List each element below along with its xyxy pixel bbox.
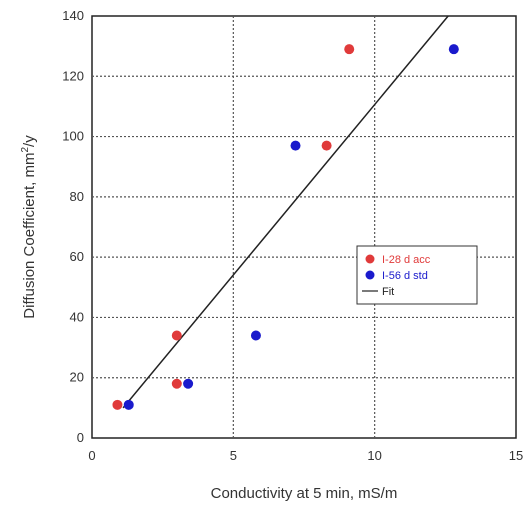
- point-i56: [290, 140, 301, 151]
- x-tick-label: 5: [230, 448, 237, 463]
- legend-label-i28: I-28 d acc: [382, 254, 431, 266]
- x-axis-title: Conductivity at 5 min, mS/m: [211, 485, 398, 502]
- y-tick-label: 0: [77, 430, 84, 445]
- y-tick-label: 140: [62, 8, 84, 23]
- legend-marker-i28: [365, 254, 375, 264]
- x-tick-label: 15: [509, 448, 523, 463]
- legend-box: [356, 245, 478, 305]
- point-i56: [250, 330, 261, 341]
- axis-ticks: 0 5 10 15 0 20 40 60 80 100 120 140: [62, 8, 523, 463]
- plot-frame: [91, 15, 517, 439]
- y-tick-label: 100: [62, 129, 84, 144]
- y-tick-label: 20: [70, 370, 84, 385]
- grid-lines: [92, 16, 516, 438]
- y-tick-label: 120: [62, 68, 84, 83]
- legend-marker-i56: [365, 270, 375, 280]
- point-i28: [112, 399, 123, 410]
- y-tick-label: 80: [70, 189, 84, 204]
- legend-label-i56: I-56 d std: [382, 270, 428, 282]
- legend-label-fit: Fit: [382, 286, 394, 298]
- legend: I-28 d acc I-56 d std Fit: [356, 245, 478, 305]
- x-tick-label: 0: [88, 448, 95, 463]
- point-i56: [448, 44, 459, 55]
- data-points: [112, 44, 459, 410]
- point-i28: [171, 330, 182, 341]
- point-i28: [321, 140, 332, 151]
- y-tick-label: 40: [70, 309, 84, 324]
- point-i28: [344, 44, 355, 55]
- point-i56: [183, 378, 194, 389]
- y-tick-label: 60: [70, 249, 84, 264]
- fit-line: [122, 15, 449, 409]
- point-i56: [123, 399, 134, 410]
- x-tick-label: 10: [367, 448, 381, 463]
- y-axis-title: Diffusion Coefficient, mm2/y: [20, 135, 38, 319]
- point-i28: [171, 378, 182, 389]
